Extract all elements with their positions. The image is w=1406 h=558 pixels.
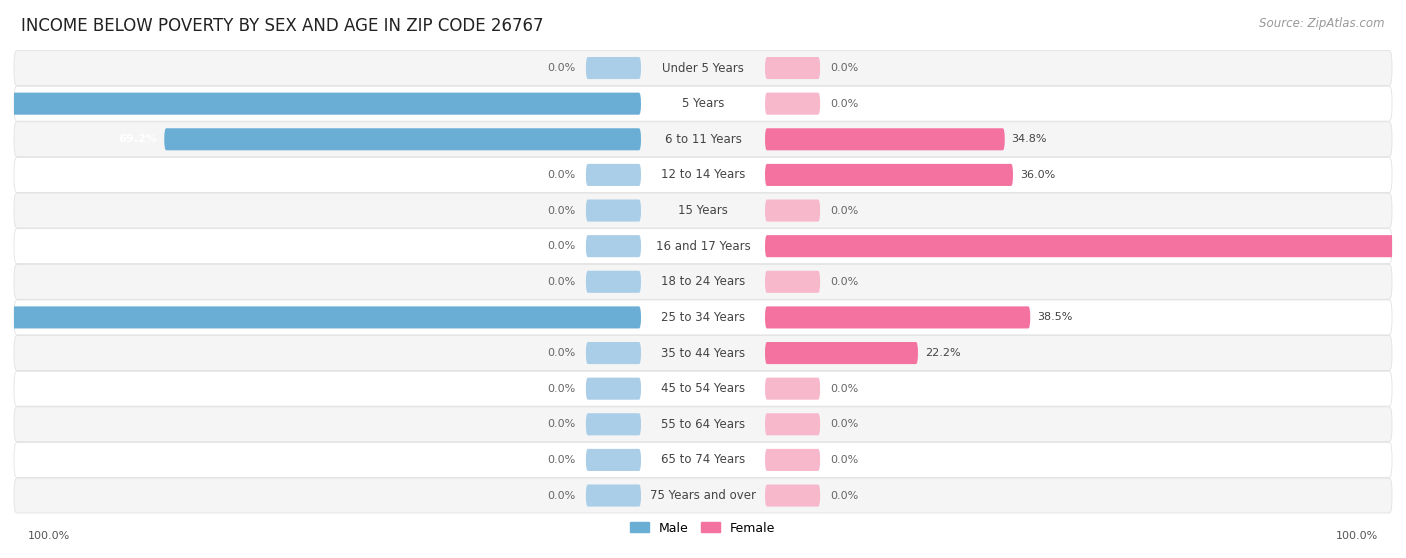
FancyBboxPatch shape bbox=[765, 413, 820, 435]
Text: 0.0%: 0.0% bbox=[547, 490, 575, 501]
FancyBboxPatch shape bbox=[14, 122, 1392, 157]
Text: 6 to 11 Years: 6 to 11 Years bbox=[665, 133, 741, 146]
Text: 38.5%: 38.5% bbox=[1038, 312, 1073, 323]
Text: 36.0%: 36.0% bbox=[1019, 170, 1054, 180]
FancyBboxPatch shape bbox=[586, 413, 641, 435]
Text: 0.0%: 0.0% bbox=[831, 455, 859, 465]
Text: 0.0%: 0.0% bbox=[831, 63, 859, 73]
Text: Source: ZipAtlas.com: Source: ZipAtlas.com bbox=[1260, 17, 1385, 30]
FancyBboxPatch shape bbox=[765, 235, 1406, 257]
FancyBboxPatch shape bbox=[14, 86, 1392, 121]
FancyBboxPatch shape bbox=[14, 229, 1392, 263]
FancyBboxPatch shape bbox=[0, 306, 641, 329]
FancyBboxPatch shape bbox=[765, 449, 820, 471]
FancyBboxPatch shape bbox=[14, 407, 1392, 442]
Text: 75 Years and over: 75 Years and over bbox=[650, 489, 756, 502]
Text: 65 to 74 Years: 65 to 74 Years bbox=[661, 454, 745, 466]
FancyBboxPatch shape bbox=[14, 371, 1392, 406]
Text: 0.0%: 0.0% bbox=[831, 99, 859, 109]
FancyBboxPatch shape bbox=[586, 235, 641, 257]
FancyBboxPatch shape bbox=[586, 57, 641, 79]
Text: 0.0%: 0.0% bbox=[547, 419, 575, 429]
Text: 0.0%: 0.0% bbox=[547, 384, 575, 393]
FancyBboxPatch shape bbox=[586, 200, 641, 222]
Text: 18 to 24 Years: 18 to 24 Years bbox=[661, 275, 745, 288]
FancyBboxPatch shape bbox=[14, 442, 1392, 478]
FancyBboxPatch shape bbox=[765, 93, 820, 115]
FancyBboxPatch shape bbox=[765, 128, 1005, 150]
FancyBboxPatch shape bbox=[586, 271, 641, 293]
FancyBboxPatch shape bbox=[14, 157, 1392, 193]
FancyBboxPatch shape bbox=[14, 478, 1392, 513]
FancyBboxPatch shape bbox=[14, 51, 1392, 85]
FancyBboxPatch shape bbox=[586, 342, 641, 364]
Legend: Male, Female: Male, Female bbox=[626, 517, 780, 540]
Text: 0.0%: 0.0% bbox=[547, 205, 575, 215]
FancyBboxPatch shape bbox=[586, 378, 641, 400]
Text: 0.0%: 0.0% bbox=[831, 490, 859, 501]
FancyBboxPatch shape bbox=[586, 164, 641, 186]
Text: 15 Years: 15 Years bbox=[678, 204, 728, 217]
FancyBboxPatch shape bbox=[165, 128, 641, 150]
FancyBboxPatch shape bbox=[765, 271, 820, 293]
FancyBboxPatch shape bbox=[14, 193, 1392, 228]
Text: 0.0%: 0.0% bbox=[831, 419, 859, 429]
Text: 0.0%: 0.0% bbox=[547, 277, 575, 287]
Text: INCOME BELOW POVERTY BY SEX AND AGE IN ZIP CODE 26767: INCOME BELOW POVERTY BY SEX AND AGE IN Z… bbox=[21, 17, 544, 35]
Text: 100.0%: 100.0% bbox=[1336, 531, 1378, 541]
Text: 12 to 14 Years: 12 to 14 Years bbox=[661, 169, 745, 181]
FancyBboxPatch shape bbox=[14, 300, 1392, 335]
FancyBboxPatch shape bbox=[765, 342, 918, 364]
Text: 100.0%: 100.0% bbox=[28, 531, 70, 541]
Text: 0.0%: 0.0% bbox=[547, 63, 575, 73]
Text: 35 to 44 Years: 35 to 44 Years bbox=[661, 347, 745, 359]
FancyBboxPatch shape bbox=[14, 264, 1392, 299]
Text: 22.2%: 22.2% bbox=[925, 348, 960, 358]
FancyBboxPatch shape bbox=[14, 335, 1392, 371]
Text: 55 to 64 Years: 55 to 64 Years bbox=[661, 418, 745, 431]
Text: 0.0%: 0.0% bbox=[831, 384, 859, 393]
Text: 69.2%: 69.2% bbox=[118, 134, 157, 145]
Text: 0.0%: 0.0% bbox=[831, 277, 859, 287]
FancyBboxPatch shape bbox=[765, 484, 820, 507]
FancyBboxPatch shape bbox=[765, 200, 820, 222]
FancyBboxPatch shape bbox=[765, 378, 820, 400]
Text: 25 to 34 Years: 25 to 34 Years bbox=[661, 311, 745, 324]
FancyBboxPatch shape bbox=[765, 164, 1012, 186]
Text: 0.0%: 0.0% bbox=[831, 205, 859, 215]
Text: 0.0%: 0.0% bbox=[547, 241, 575, 251]
FancyBboxPatch shape bbox=[586, 449, 641, 471]
FancyBboxPatch shape bbox=[765, 306, 1031, 329]
Text: 34.8%: 34.8% bbox=[1012, 134, 1047, 145]
FancyBboxPatch shape bbox=[0, 93, 641, 115]
Text: 45 to 54 Years: 45 to 54 Years bbox=[661, 382, 745, 395]
Text: 0.0%: 0.0% bbox=[547, 170, 575, 180]
Text: 5 Years: 5 Years bbox=[682, 97, 724, 110]
FancyBboxPatch shape bbox=[765, 57, 820, 79]
Text: 0.0%: 0.0% bbox=[547, 348, 575, 358]
Text: 0.0%: 0.0% bbox=[547, 455, 575, 465]
Text: Under 5 Years: Under 5 Years bbox=[662, 61, 744, 75]
FancyBboxPatch shape bbox=[586, 484, 641, 507]
Text: 16 and 17 Years: 16 and 17 Years bbox=[655, 240, 751, 253]
